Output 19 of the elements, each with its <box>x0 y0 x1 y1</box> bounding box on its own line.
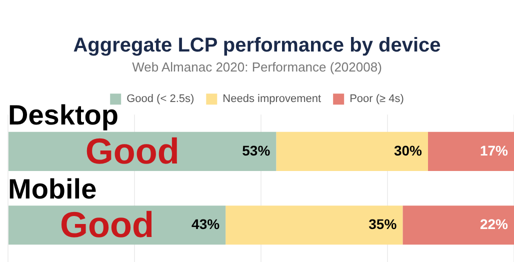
data-label: 43% <box>192 216 220 232</box>
annotation: Good <box>85 130 180 172</box>
legend-label: Good (< 2.5s) <box>126 93 194 106</box>
data-label: 30% <box>394 142 423 158</box>
bar <box>402 206 514 245</box>
chart-title: Aggregate LCP performance by device <box>73 34 441 57</box>
data-label: 35% <box>368 216 398 232</box>
data-label: 22% <box>480 216 509 232</box>
bar <box>226 206 403 245</box>
annotation: Good <box>60 204 154 246</box>
bar <box>276 132 428 171</box>
y-tick-label: Mobile <box>8 173 97 204</box>
bar <box>428 132 514 171</box>
data-label: 53% <box>242 142 271 158</box>
legend-label: Needs improvement <box>222 93 322 106</box>
data-label: 17% <box>480 142 509 158</box>
legend-label: Poor (≥ 4s) <box>350 93 404 106</box>
y-tick-label: Desktop <box>8 100 118 131</box>
chart-subtitle: Web Almanac 2020: Performance (202008) <box>132 59 382 74</box>
